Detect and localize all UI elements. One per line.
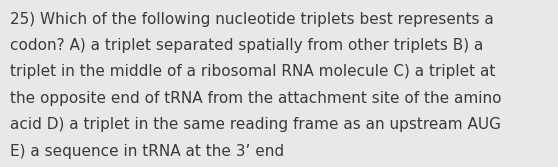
Text: the opposite end of tRNA from the attachment site of the amino: the opposite end of tRNA from the attach… bbox=[10, 91, 502, 106]
Text: 25) Which of the following nucleotide triplets best represents a: 25) Which of the following nucleotide tr… bbox=[10, 12, 494, 27]
Text: triplet in the middle of a ribosomal RNA molecule C) a triplet at: triplet in the middle of a ribosomal RNA… bbox=[10, 64, 496, 79]
Text: codon? A) a triplet separated spatially from other triplets B) a: codon? A) a triplet separated spatially … bbox=[10, 38, 483, 53]
Text: E) a sequence in tRNA at the 3’ end: E) a sequence in tRNA at the 3’ end bbox=[10, 144, 284, 159]
Text: acid D) a triplet in the same reading frame as an upstream AUG: acid D) a triplet in the same reading fr… bbox=[10, 117, 501, 132]
